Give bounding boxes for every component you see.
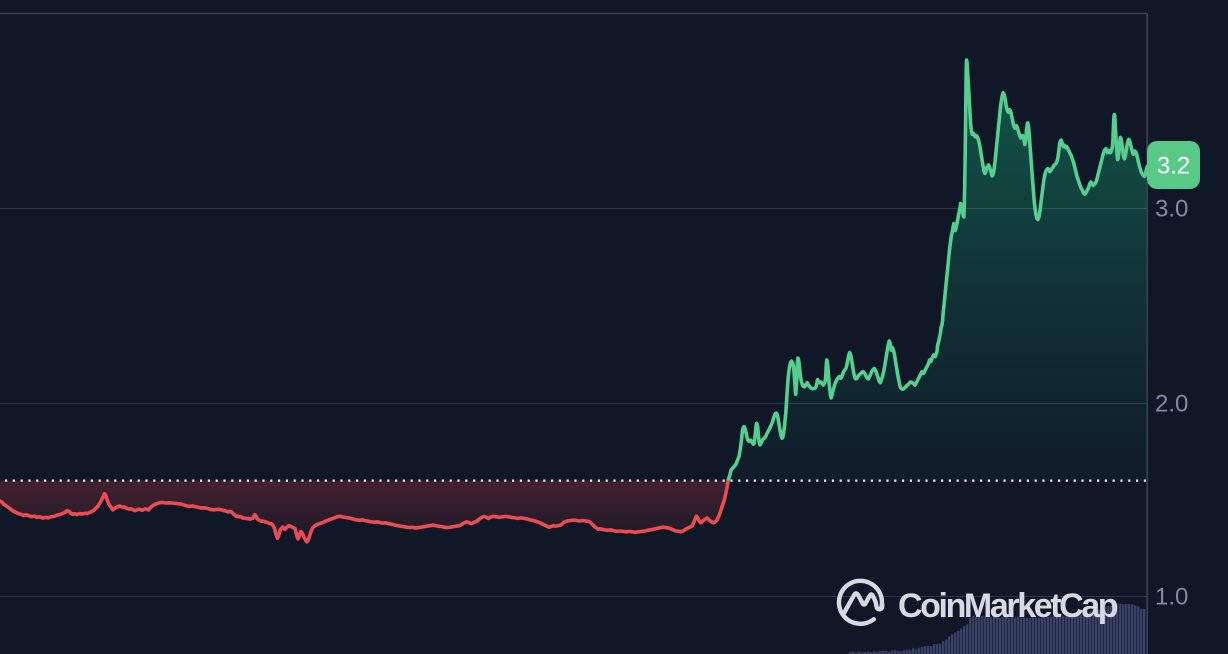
svg-text:CoinMarketCap: CoinMarketCap (898, 587, 1118, 625)
svg-text:2.0: 2.0 (1155, 391, 1188, 418)
svg-text:1.0: 1.0 (1155, 584, 1188, 611)
svg-text:3.0: 3.0 (1155, 196, 1188, 223)
svg-text:3.2: 3.2 (1157, 153, 1190, 180)
